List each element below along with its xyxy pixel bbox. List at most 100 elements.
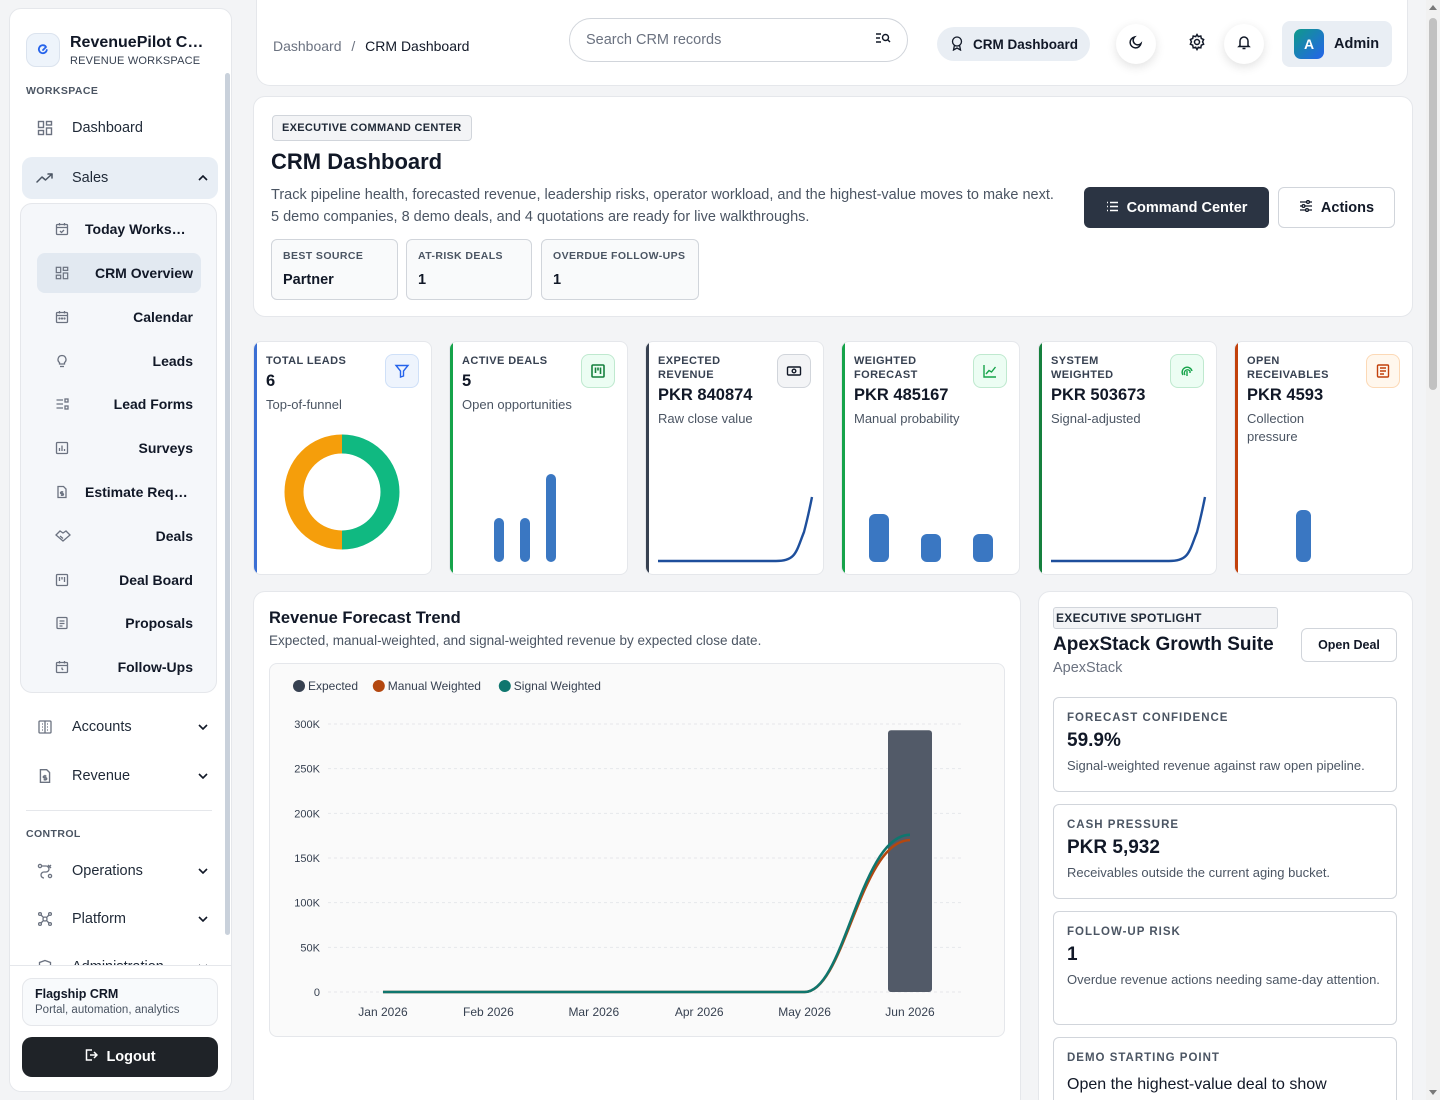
kanban-icon [581,354,615,388]
block-label: DEMO STARTING POINT [1067,1052,1220,1064]
scroll-down-icon[interactable] [1429,1090,1437,1095]
sidebar-subitem-label: CRM Overview [94,265,193,281]
logout-label: Logout [106,1049,156,1065]
grid-icon [32,115,58,141]
stat-value: 1 [553,272,562,288]
sidebar-subitem-proposals[interactable]: Proposals [37,603,201,643]
sidebar-item-sales[interactable]: Sales [22,157,218,199]
kpi-card-open-receivables[interactable]: OPEN RECEIVABLES PKR 4593 Collection press… [1234,341,1413,575]
kpi-value: PKR 4593 [1247,386,1324,404]
sidebar-subitem-label: Leads [152,353,193,369]
x-tick-label: May 2026 [778,1005,831,1019]
actions-button[interactable]: Actions [1278,187,1395,228]
sidebar-item-operations[interactable]: Operations [22,850,218,892]
chevron-up-icon [198,173,208,184]
list-icon [1106,200,1119,216]
revenue-forecast-card: Revenue Forecast Trend Expected, manual-… [253,591,1021,1100]
kpi-sparkline [284,434,400,550]
scroll-thumb[interactable] [1429,18,1437,390]
cash-pressure-block: CASH PRESSURE PKR 5,932 Receivables outs… [1053,804,1397,899]
breadcrumb-root[interactable]: Dashboard [273,38,342,54]
donut-segment [341,434,400,550]
kpi-sparkline [1051,496,1207,563]
notifications-button[interactable] [1224,24,1264,64]
lightbulb-icon [55,354,73,368]
sidebar-subitem-label: Deals [155,528,193,544]
logout-button[interactable]: Logout [22,1037,218,1077]
sidebar-subitem-deal-board[interactable]: Deal Board [37,560,201,600]
x-tick-label: Mar 2026 [568,1005,619,1019]
legend-label: Manual Weighted [388,679,481,693]
calendar-icon [55,310,73,324]
sidebar-item-dashboard[interactable]: Dashboard [22,107,218,149]
sidebar-subitem-today-workspace[interactable]: Today Workspace [37,209,201,249]
y-tick-label: 250K [294,764,320,776]
y-tick-label: 0 [314,987,320,999]
search-icon[interactable] [875,31,891,49]
kpi-card-system-weighted[interactable]: SYSTEM WEIGHTED PKR 503673 Signal-adjusted [1038,341,1217,575]
sidebar-subitem-surveys[interactable]: Surveys [37,428,201,468]
kpi-subtitle: Collection pressure [1247,411,1305,444]
sidebar-item-platform[interactable]: Platform [22,898,218,940]
sidebar-subitem-crm-overview[interactable]: CRM Overview [37,253,201,293]
sidebar-item-label: Dashboard [72,120,143,136]
sparkline-bar [973,534,993,562]
sidebar-footer: Flagship CRM Portal, automation, analyti… [10,965,231,1091]
search-input[interactable] [586,32,875,48]
block-description: Open the highest-value deal to show [1067,1076,1327,1093]
sidebar-item-accounts[interactable]: Accounts [22,706,218,748]
block-description: Signal-weighted revenue against raw open… [1067,758,1365,773]
sidebar-subitem-follow-ups[interactable]: Follow-Ups [37,647,201,687]
x-tick-label: Jun 2026 [885,1005,935,1019]
sidebar-subitem-lead-forms[interactable]: Lead Forms [37,384,201,424]
user-name: Admin [1334,36,1380,52]
form-icon [55,397,73,411]
stat-at-risk-deals: AT-RISK DEALS 1 [406,239,532,300]
brand[interactable]: RevenuePilot CRM REVENUE WORKSPACE [10,9,231,75]
y-tick-label: 100K [294,898,320,910]
kpi-value: PKR 485167 [854,386,949,404]
spotlight-eyebrow: EXECUTIVE SPOTLIGHT [1053,607,1278,629]
sidebar-item-revenue[interactable]: Revenue [22,755,218,797]
gear-icon [1188,32,1206,56]
hero-eyebrow: EXECUTIVE COMMAND CENTER [272,115,472,141]
sidebar-subitem-leads[interactable]: Leads [37,341,201,381]
settings-button[interactable] [1177,24,1217,64]
block-value: 59.9% [1067,730,1121,751]
command-center-button[interactable]: Command Center [1084,187,1269,228]
breadcrumb-current: CRM Dashboard [365,38,470,54]
sparkline-line [658,496,814,563]
sidebar-subitem-calendar[interactable]: Calendar [37,297,201,337]
theme-toggle-button[interactable] [1116,24,1156,64]
logout-icon [84,1048,99,1066]
kpi-card-active-deals[interactable]: ACTIVE DEALS 5 Open opportunities [449,341,628,575]
filter-icon [385,354,419,388]
brand-name: RevenuePilot CRM [70,33,210,51]
kpi-card-expected-revenue[interactable]: EXPECTED REVENUE PKR 840874 Raw close valu… [645,341,824,575]
kpi-sparkline [1296,510,1311,562]
crm-dashboard-pill[interactable]: CRM Dashboard [937,27,1091,61]
sidebar-subitem-deals[interactable]: Deals [37,516,201,556]
kpi-card-total-leads[interactable]: TOTAL LEADS 6 Top-of-funnel [253,341,432,575]
kpi-label: EXPECTED REVENUE [658,355,721,381]
scroll-up-icon[interactable] [1429,5,1437,10]
sidebar: RevenuePilot CRM REVENUE WORKSPACE WORKS… [9,8,232,1092]
kpi-label: WEIGHTED FORECAST [854,355,918,381]
page-scrollbar[interactable] [1426,0,1440,1100]
sidebar-item-label: Platform [72,911,126,927]
workflow-icon [32,858,58,884]
building-icon [32,714,58,740]
demo-starting-point-block: DEMO STARTING POINT Open the highest-val… [1053,1037,1397,1100]
sparkline-bar [921,534,941,562]
open-deal-button[interactable]: Open Deal [1301,628,1397,662]
handshake-icon [55,529,73,543]
user-menu[interactable]: A Admin [1282,21,1392,67]
kpi-card-weighted-forecast[interactable]: WEIGHTED FORECAST PKR 485167 Manual probab… [841,341,1020,575]
sidebar-subitem-estimate-requests[interactable]: Estimate Requests [37,472,201,512]
sidebar-scrollbar[interactable] [225,73,230,935]
spotlight-title: ApexStack Growth Suite [1053,634,1274,655]
sidebar-subitem-label: Lead Forms [113,396,193,412]
calendar-clock-icon [55,660,73,674]
fingerprint-icon [1170,354,1204,388]
stat-label: BEST SOURCE [283,250,364,262]
